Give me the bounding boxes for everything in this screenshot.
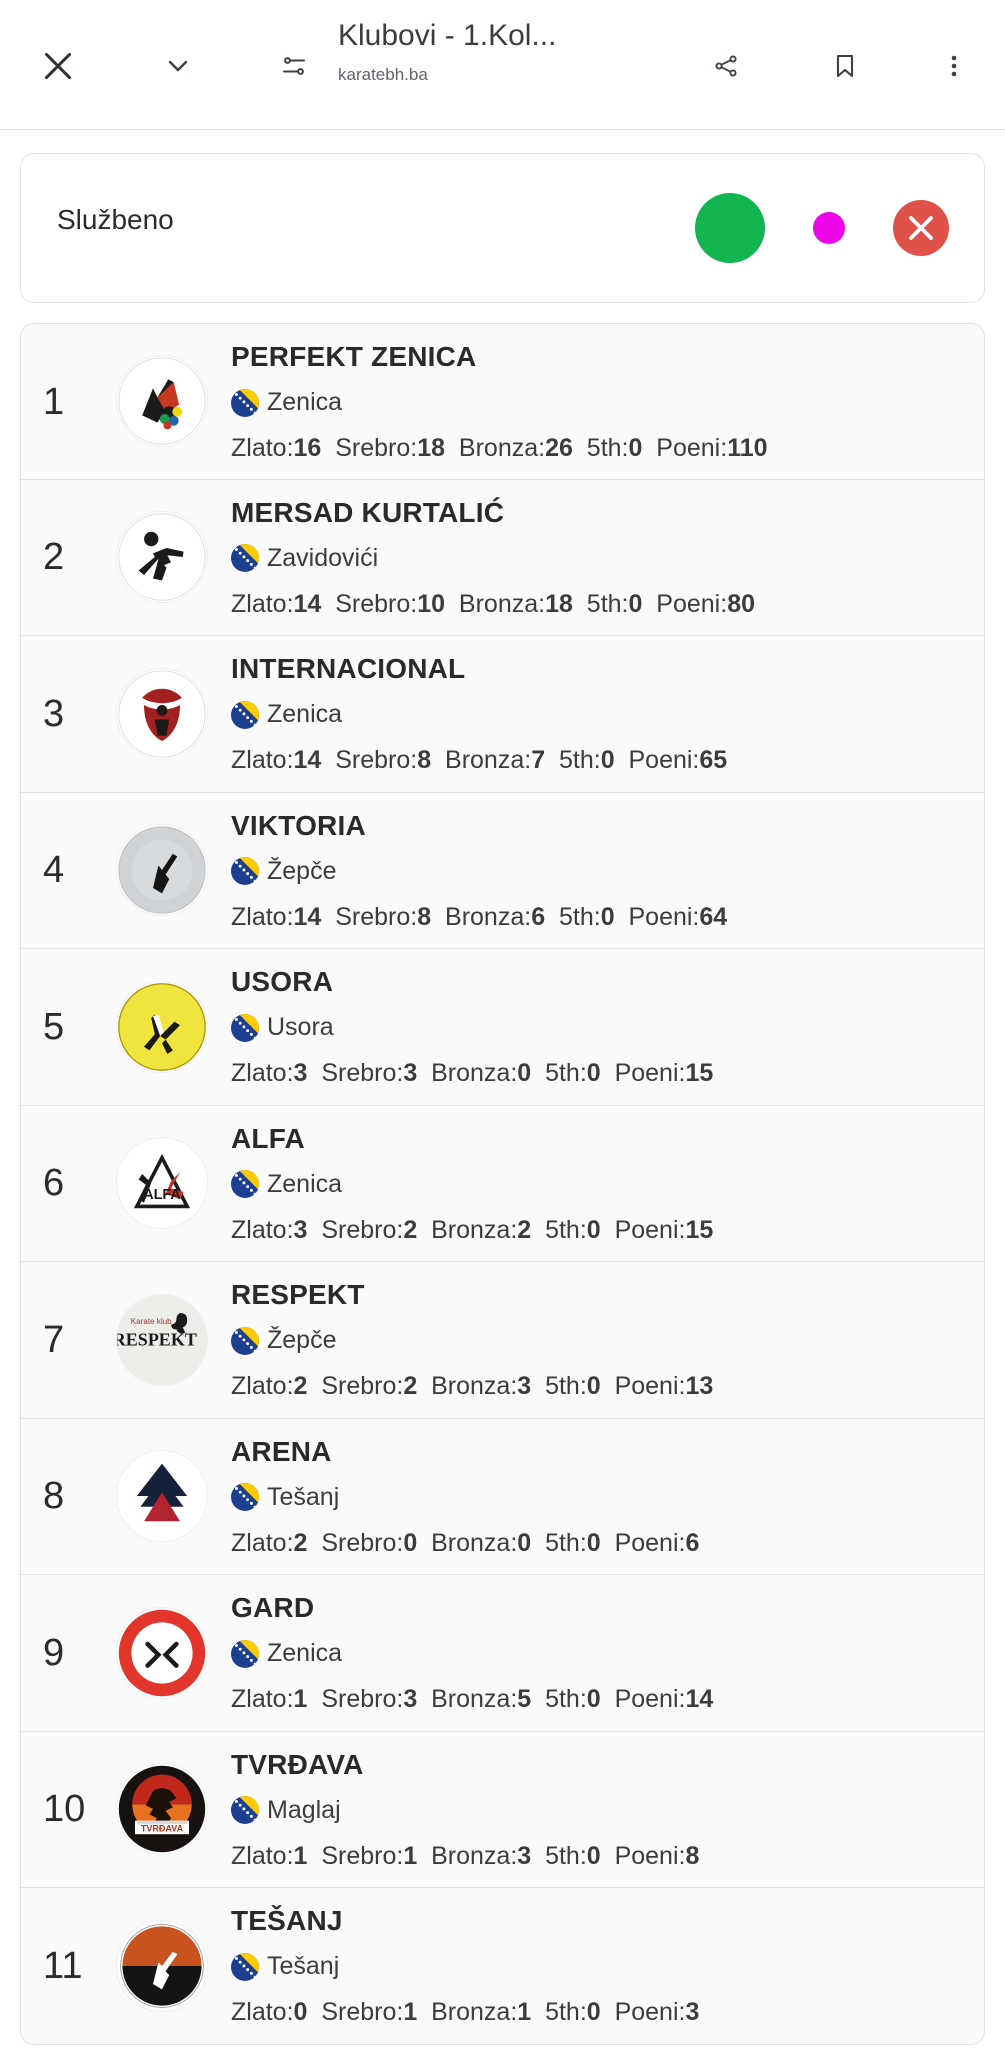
svg-text:TVRĐAVA: TVRĐAVA [141,1824,184,1834]
svg-text:Karate klub: Karate klub [131,1317,172,1326]
svg-text:ALFA: ALFA [143,1187,181,1203]
